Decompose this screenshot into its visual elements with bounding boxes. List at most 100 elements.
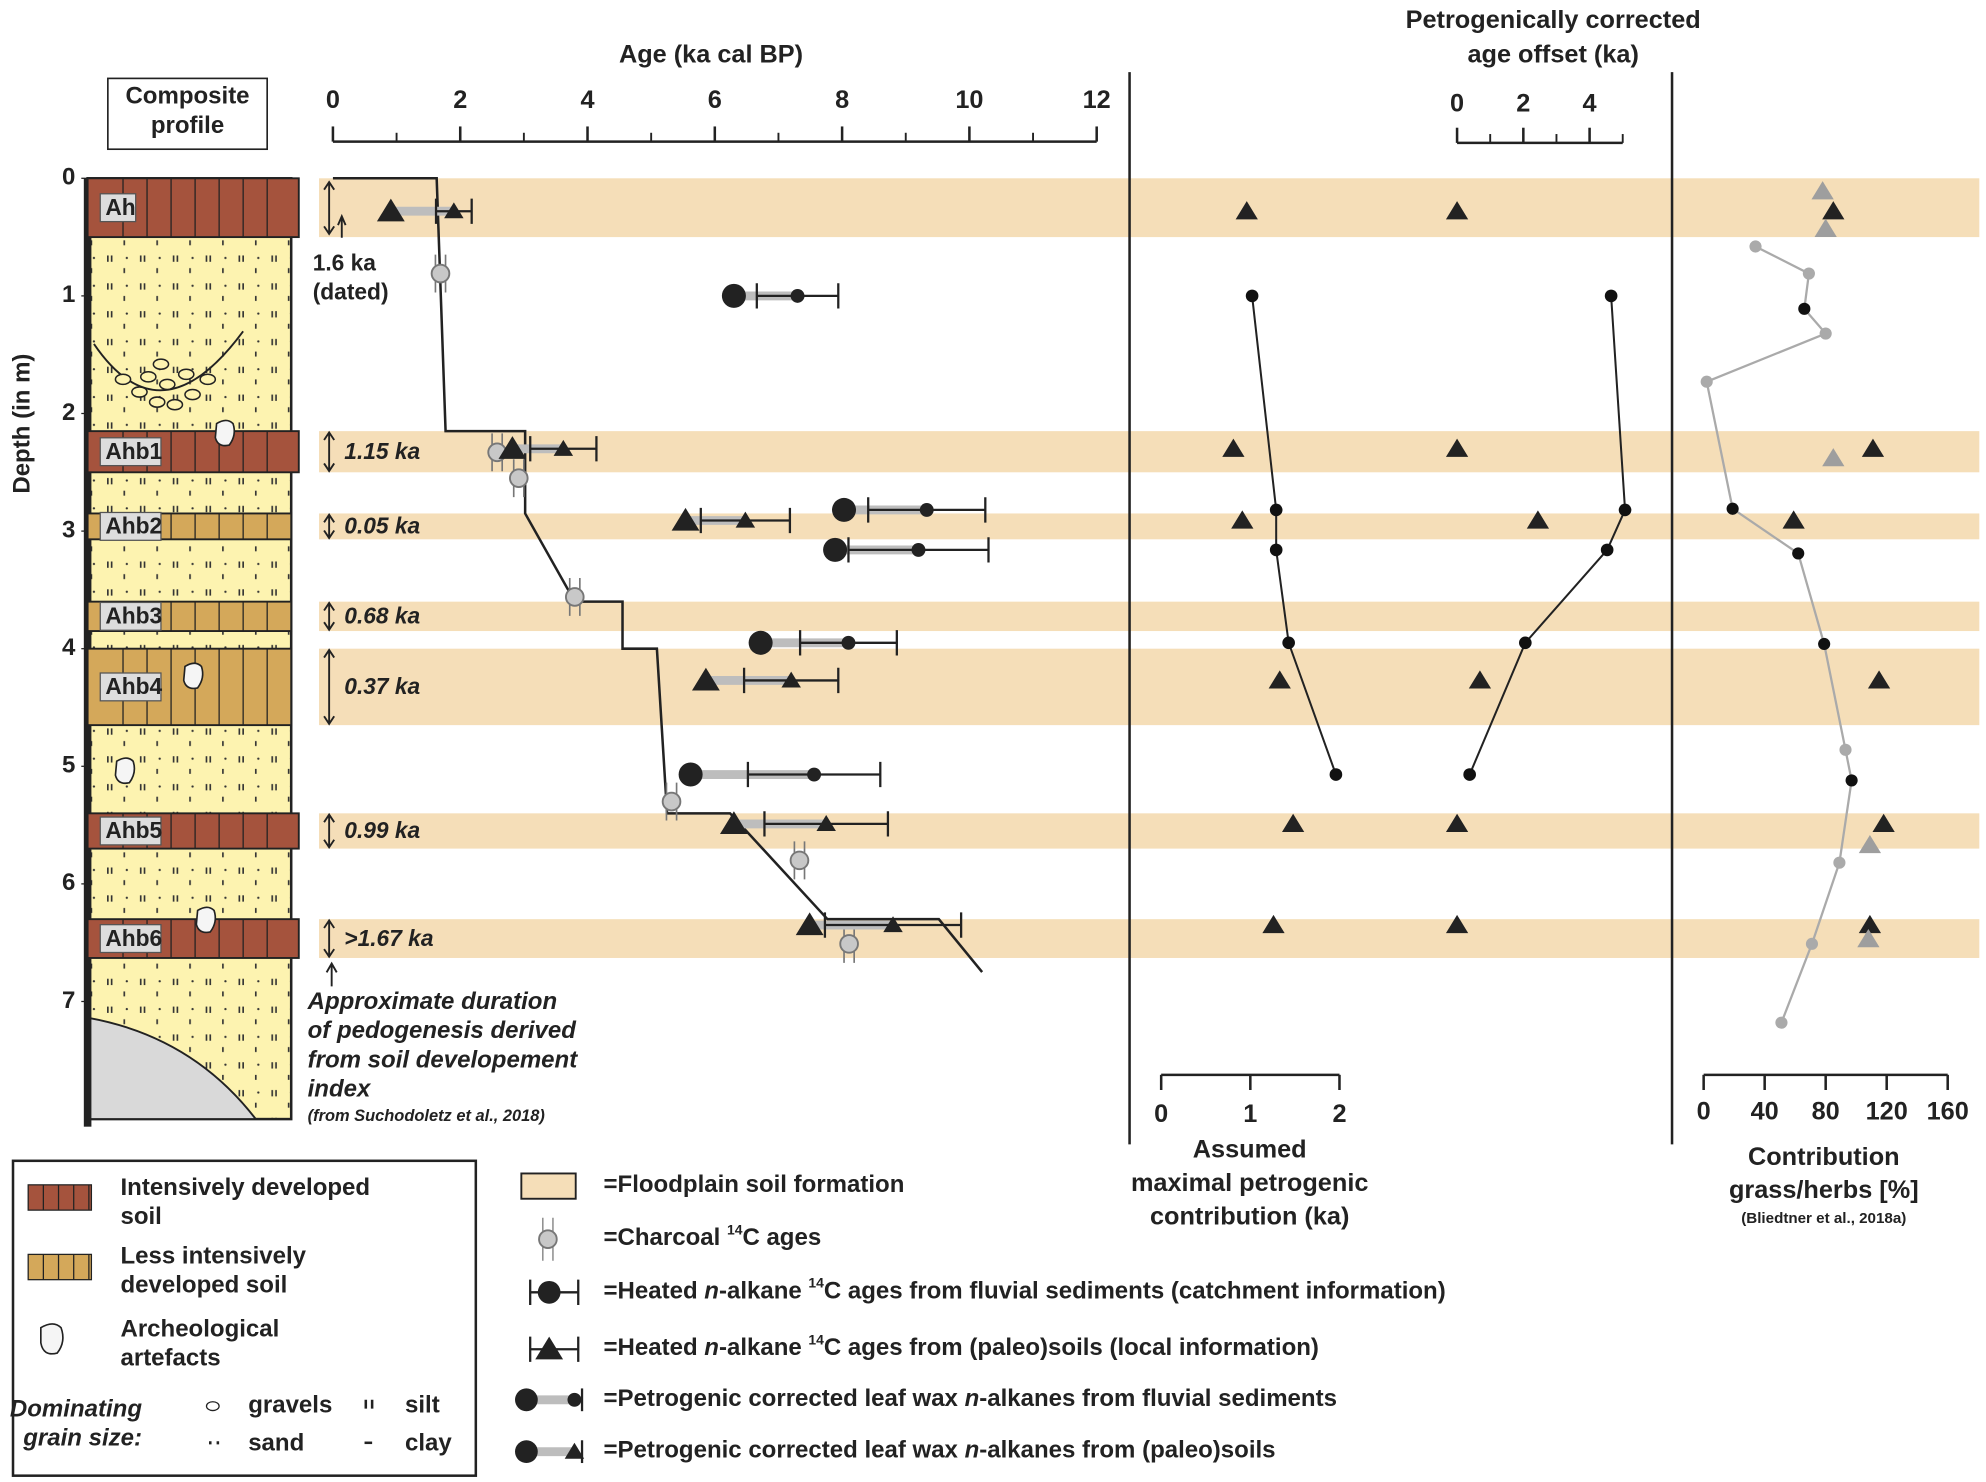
note: from soil developement <box>308 1046 579 1073</box>
soil-band <box>319 601 1980 632</box>
duration-label: 0.37 ka <box>344 673 420 699</box>
horizon-label: Ahb1 <box>105 438 162 464</box>
x-axis-title: Assumed <box>1193 1135 1307 1163</box>
fluvial-point <box>1245 289 1259 303</box>
horizon-label-box <box>99 511 162 541</box>
heated-age <box>790 288 805 303</box>
horizon-label-box <box>99 193 137 223</box>
legend-segment: =Petrogenic corrected leaf wax <box>604 1437 965 1464</box>
horizon-label: Ahb4 <box>105 673 162 699</box>
legend-segment: =Petrogenic corrected leaf wax <box>604 1385 965 1412</box>
duration-arrow <box>323 812 335 850</box>
x-tick-label: 0 <box>1154 1100 1168 1128</box>
y-tick-label: 4 <box>62 634 76 661</box>
legend-text: sand <box>248 1429 304 1456</box>
charcoal-age <box>661 791 682 812</box>
legend-segment: =Charcoal <box>604 1225 727 1252</box>
bands <box>319 178 1980 958</box>
legend-segment: =Floodplain soil formation <box>604 1171 905 1198</box>
legend-segment: 14 <box>808 1274 824 1290</box>
corrected-age <box>678 762 703 787</box>
x-axis-title: maximal petrogenic <box>1131 1169 1368 1197</box>
legend-dot <box>515 1440 538 1464</box>
legend-segment: n <box>704 1278 719 1305</box>
note: Approximate duration <box>307 988 558 1015</box>
horizon-label: Ahb3 <box>105 603 162 629</box>
x-tick-label: 0 <box>1450 90 1464 118</box>
legend-box <box>11 1159 478 1477</box>
bedrock <box>87 1016 258 1121</box>
legend-dot <box>537 1280 561 1304</box>
fluvial-point <box>1269 503 1283 517</box>
grass-triangle <box>1822 201 1845 220</box>
soil-band <box>319 178 1980 238</box>
legend-segment: =Heated <box>604 1335 705 1362</box>
soil-point <box>1222 438 1245 457</box>
heated-age <box>841 635 856 650</box>
duration-arrow <box>323 648 335 726</box>
y-tick-label: 5 <box>62 752 75 779</box>
legend-charcoal <box>538 1229 558 1250</box>
grass-triangle <box>1857 929 1880 948</box>
heated-age <box>444 202 464 219</box>
corrected-age <box>795 912 824 936</box>
soil-band <box>319 919 1980 958</box>
x-tick-label: 160 <box>1927 1097 1969 1125</box>
x-tick-label: 0 <box>326 86 340 114</box>
legend-text: =Petrogenic corrected leaf wax n-alkanes… <box>604 1437 1276 1464</box>
x-tick-label: 10 <box>955 86 983 114</box>
legend-segment: 14 <box>808 1331 824 1347</box>
legend-text: Intensively developed <box>120 1174 370 1201</box>
grass-point <box>1818 637 1831 651</box>
artefact <box>182 662 204 690</box>
heated-age <box>816 815 836 831</box>
soil-point <box>1262 914 1285 934</box>
legend-segment: =Heated <box>604 1278 705 1305</box>
grass-triangle <box>1872 813 1895 833</box>
x-tick-label: 2 <box>1516 90 1530 118</box>
note-arrow <box>325 961 338 987</box>
fluvial-point <box>1518 636 1532 650</box>
x-axis-title: Contribution <box>1748 1143 1900 1171</box>
corrected-age <box>831 497 857 522</box>
legend-band <box>520 1172 577 1200</box>
grass-point <box>1839 743 1852 756</box>
grass-point <box>1845 774 1858 787</box>
legend-text: =Heated n-alkane 14C ages from fluvial s… <box>604 1274 1446 1305</box>
charcoal-age <box>430 263 451 284</box>
duration-arrow <box>323 180 335 236</box>
duration-label: 0.05 ka <box>344 513 420 539</box>
soil-point <box>1445 201 1469 220</box>
x-axis-title: grass/herbs [%] <box>1729 1176 1919 1204</box>
fluvial-point <box>1463 768 1476 781</box>
fluvial-point <box>1618 503 1632 517</box>
duration-arrow <box>323 430 335 473</box>
duration-label: >1.67 ka <box>344 925 433 951</box>
soil-point <box>1445 813 1469 833</box>
x-axis-title: Petrogenically corrected <box>1406 6 1701 34</box>
gravels <box>114 358 217 411</box>
x-tick-label: 4 <box>1583 90 1597 118</box>
corrected-age <box>721 283 746 308</box>
grass-point <box>1749 240 1762 253</box>
note-source: (from Suchodoletz et al., 2018) <box>308 1107 545 1125</box>
legend-segment: C ages <box>742 1225 821 1252</box>
note: index <box>308 1075 372 1102</box>
fluvial-point <box>1269 543 1283 557</box>
artefact <box>214 419 236 447</box>
fluvial-point <box>1329 768 1343 781</box>
legend-artefact <box>40 1323 64 1355</box>
heated-age <box>553 439 574 456</box>
legend-text: developed soil <box>120 1271 287 1298</box>
legend-small <box>567 1392 582 1407</box>
legend-text: soil <box>120 1203 161 1230</box>
legend-segment: -alkanes from (paleo)soils <box>979 1437 1275 1464</box>
silt-icon <box>364 1399 374 1409</box>
duration-arrow <box>323 918 335 959</box>
grass-triangle <box>1858 834 1882 854</box>
horizon-label-box <box>99 816 162 846</box>
horizon-label-box <box>99 672 162 702</box>
age-model <box>332 177 984 973</box>
dated-note: (dated) <box>313 278 389 304</box>
soil-band <box>319 813 1980 849</box>
